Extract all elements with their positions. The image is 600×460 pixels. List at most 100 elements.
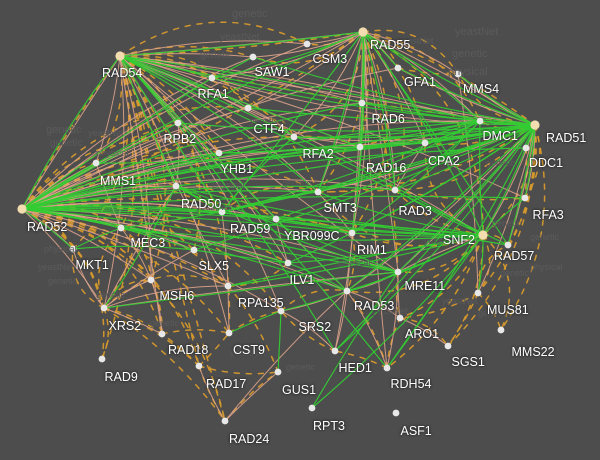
- graph-node-saw1[interactable]: [249, 53, 257, 61]
- edge: [71, 248, 105, 309]
- graph-node-rfa3[interactable]: [521, 194, 529, 202]
- graph-node-rad3[interactable]: [391, 186, 399, 194]
- edge: [119, 55, 319, 193]
- graph-node-gus1[interactable]: [274, 368, 282, 376]
- graph-node-rfa2[interactable]: [290, 133, 298, 141]
- edge: [228, 310, 282, 334]
- graph-node-dmc1[interactable]: [476, 117, 484, 125]
- edge: [317, 120, 481, 193]
- graph-node-cst9[interactable]: [225, 329, 233, 337]
- edge: [362, 31, 399, 273]
- edge: [198, 332, 230, 367]
- graph-node-rad53[interactable]: [343, 287, 351, 295]
- graph-node-rad59[interactable]: [218, 208, 226, 216]
- edge: [362, 31, 484, 236]
- graph-node-xrs2[interactable]: [100, 304, 108, 312]
- graph-node-rad54[interactable]: [115, 51, 125, 61]
- graph-node-snf2[interactable]: [478, 230, 488, 240]
- edge: [161, 333, 200, 367]
- edge: [119, 55, 481, 122]
- edge: [72, 248, 105, 309]
- edge: [221, 211, 229, 287]
- graph-node-rad17[interactable]: [195, 362, 203, 370]
- edge: [293, 120, 481, 138]
- edge: [280, 234, 484, 312]
- edge: [317, 31, 364, 193]
- edge: [317, 124, 536, 193]
- edge: [119, 55, 223, 213]
- graph-node-rpt3[interactable]: [308, 404, 316, 412]
- graph-node-rad16[interactable]: [356, 143, 364, 151]
- graph-node-mec3[interactable]: [117, 224, 125, 232]
- graph-node-rad51[interactable]: [530, 120, 540, 130]
- graph-node-rad9[interactable]: [98, 355, 106, 363]
- graph-node-ctf4[interactable]: [244, 104, 252, 112]
- graph-node-rfa1[interactable]: [208, 74, 216, 82]
- edge: [334, 124, 536, 352]
- edge: [21, 208, 105, 309]
- edge: [175, 185, 223, 213]
- graph-node-mre11[interactable]: [394, 268, 402, 276]
- graph-node-smt3[interactable]: [314, 188, 322, 196]
- edge: [221, 186, 319, 213]
- edge: [524, 124, 536, 199]
- graph-node-aro1[interactable]: [396, 314, 404, 322]
- edge: [21, 77, 213, 210]
- edge: [21, 31, 364, 210]
- edge: [21, 208, 74, 250]
- edge: [119, 55, 526, 199]
- graph-node-rad50[interactable]: [172, 182, 180, 190]
- graph-node-rad18[interactable]: [158, 330, 166, 338]
- edge: [119, 55, 388, 369]
- edge: [287, 262, 348, 292]
- graph-node-msh6[interactable]: [147, 276, 155, 284]
- edge: [21, 208, 282, 312]
- graph-node-hed1[interactable]: [331, 347, 339, 355]
- graph-node-sgs1[interactable]: [444, 342, 452, 350]
- graph-node-rdh54[interactable]: [383, 364, 391, 372]
- edge: [287, 124, 536, 264]
- edge: [457, 73, 536, 126]
- edge: [394, 189, 526, 201]
- graph-node-gfa1[interactable]: [394, 64, 402, 72]
- graph-node-asf1[interactable]: [392, 409, 400, 417]
- graph-node-mkt1[interactable]: [69, 245, 77, 253]
- edge: [119, 55, 319, 193]
- graph-node-mms1[interactable]: [92, 159, 100, 167]
- edge: [119, 55, 399, 273]
- graph-node-slx5[interactable]: [190, 246, 198, 254]
- edge: [103, 307, 226, 422]
- graph-node-rad24[interactable]: [221, 417, 229, 425]
- graph-node-rad52[interactable]: [17, 204, 27, 214]
- graph-node-mus81[interactable]: [474, 289, 482, 297]
- edge: [362, 31, 536, 126]
- edge: [221, 191, 319, 213]
- graph-node-srs2[interactable]: [277, 307, 285, 315]
- graph-node-rad57[interactable]: [504, 241, 512, 249]
- graph-node-rpb2[interactable]: [174, 119, 182, 127]
- graph-node-csm3[interactable]: [303, 40, 311, 48]
- graph-node-mms4[interactable]: [454, 70, 462, 78]
- graph-node-rpa135[interactable]: [224, 282, 232, 290]
- edge: [479, 120, 484, 236]
- edge: [21, 202, 277, 220]
- edge: [362, 31, 536, 126]
- graph-node-yhb1[interactable]: [215, 149, 223, 157]
- graph-node-ilv1[interactable]: [284, 259, 292, 267]
- graph-node-rad6[interactable]: [358, 99, 366, 107]
- edge: [394, 124, 536, 191]
- edge: [346, 290, 388, 369]
- edge: [21, 102, 363, 210]
- edge: [119, 55, 536, 126]
- edge: [362, 31, 399, 273]
- graph-node-ddc1[interactable]: [522, 144, 530, 152]
- graph-node-ybr099c[interactable]: [272, 215, 280, 223]
- edge: [477, 124, 537, 294]
- edge: [95, 124, 536, 164]
- graph-node-mms22[interactable]: [497, 326, 505, 334]
- graph-node-cpa2[interactable]: [421, 139, 429, 147]
- graph-node-rad55[interactable]: [358, 27, 368, 37]
- graph-node-rim1[interactable]: [348, 229, 356, 237]
- edge: [103, 274, 229, 309]
